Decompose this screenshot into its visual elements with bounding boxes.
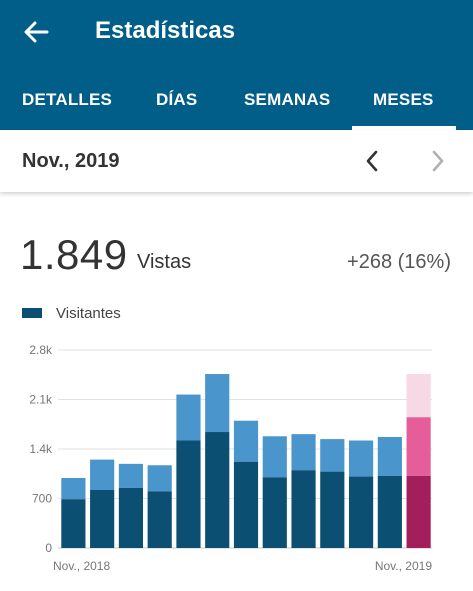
tab-bar: DETALLES DÍAS SEMANAS MESES [0,74,473,130]
chart-legend: Visitantes [22,303,121,323]
legend-label-visitors: Visitantes [56,304,121,322]
back-button[interactable] [14,12,58,52]
previous-period-button[interactable] [354,142,390,180]
visitors-bar [147,491,172,548]
views-bar [205,374,230,433]
views-bar [406,417,431,476]
legend-swatch-visitors [22,308,42,318]
views-bar [262,436,287,478]
app-bar: Estadísticas DETALLES DÍAS SEMANAS MESES [0,0,473,130]
views-bar [233,420,259,462]
x-tick-label: Nov., 2018 [53,559,110,573]
views-unit-label: Vistas [137,251,192,273]
tab-weeks[interactable]: SEMANAS [244,90,331,109]
projection-bar [406,374,431,418]
chevron-right-icon [432,150,444,172]
views-bar [90,459,115,491]
visitors-bar [176,440,201,548]
visitors-bar [233,461,259,548]
tab-days[interactable]: DÍAS [156,90,198,109]
views-bar [348,440,374,477]
visitors-bar [90,490,115,548]
views-bar [320,439,345,472]
period-label: Nov., 2019 [22,150,120,172]
chevron-left-icon [366,150,378,172]
tab-months[interactable]: MESES [373,90,434,109]
visitors-bar [406,475,431,548]
y-tick-label: 700 [32,492,52,506]
views-bar [176,394,201,441]
visitors-bar [320,471,345,548]
views-bar-chart: 0 700 1.4k 2.1k 2.8k Nov., 2018 Nov., 2019 [29,343,432,573]
period-selector: Nov., 2019 [0,130,473,192]
visitors-bar [61,499,86,548]
y-tick-label: 1.4k [29,442,53,456]
page-title: Estadísticas [95,17,236,44]
visitors-bar [377,475,402,548]
active-tab-indicator [352,126,456,130]
tab-details[interactable]: DETALLES [22,90,113,109]
x-tick-label: Nov., 2019 [375,559,432,573]
views-count: 1.849 [20,231,128,278]
y-tick-label: 0 [45,541,52,555]
views-bar [147,465,172,492]
visitors-bar [118,487,144,548]
back-arrow-icon [24,21,49,43]
y-tick-label: 2.1k [29,393,53,407]
y-tick-label: 2.8k [29,343,53,357]
views-bar [377,436,402,476]
views-bar [118,463,144,488]
views-bar [61,477,86,500]
next-period-button[interactable] [420,142,456,180]
views-change: +268 (16%) [347,251,451,273]
visitors-bar [348,476,374,548]
visitors-bar [262,477,287,548]
visitors-bar [291,470,316,548]
visitors-bar [205,432,230,548]
views-bar [291,434,316,471]
